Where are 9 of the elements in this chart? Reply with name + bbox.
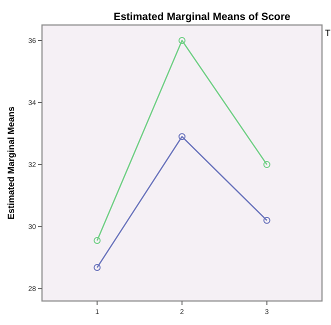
point — [178, 133, 186, 140]
point — [94, 264, 101, 272]
y-axis-title: Estimated Marginal Means — [6, 106, 16, 220]
point — [94, 237, 101, 244]
point — [263, 161, 270, 168]
chart-title: Estimated Marginal Means of Score — [114, 11, 291, 23]
text: T — [325, 28, 331, 38]
point — [178, 37, 186, 44]
point — [263, 216, 270, 224]
